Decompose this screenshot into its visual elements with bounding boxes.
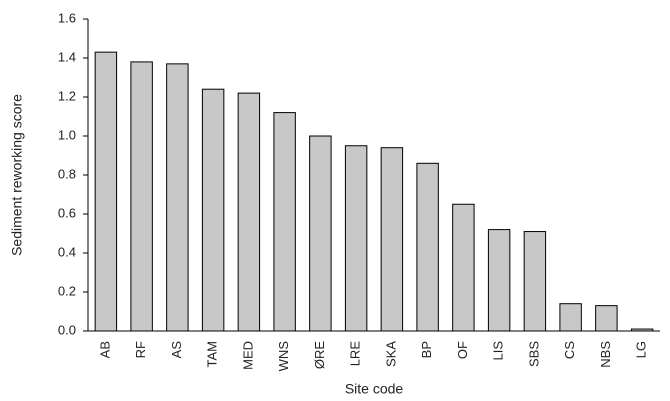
bar [595,305,618,332]
x-tick-label: RF [133,341,148,358]
bar [201,88,225,332]
x-tick-label: BP [419,341,434,358]
x-tick-label: SKA [383,341,398,367]
bar [273,112,296,332]
bar [94,51,118,332]
bar [416,162,439,332]
x-tick-label: LIS [491,341,506,361]
bar [166,63,189,332]
y-tick-label: 0.8 [58,166,76,181]
bar [237,92,261,332]
x-tick-label: LRE [348,341,363,367]
bar [344,145,368,332]
x-tick-label: AB [97,341,112,358]
bar [309,135,332,332]
x-tick-label: MED [240,341,255,370]
y-tick-label: 0.2 [58,283,76,298]
x-axis-title: Site code [345,381,404,397]
x-tick-label: TAM [205,341,220,367]
x-tick-label: WNS [276,341,291,372]
bar [630,328,654,332]
y-tick-label: 1.0 [58,127,76,142]
y-tick-label: 0.0 [58,322,76,337]
bar [380,147,404,332]
y-tick-label: 1.6 [58,10,76,25]
x-tick-label: ØRE [312,341,327,370]
x-tick-label: SBS [526,341,541,367]
x-tick-label: LG [634,341,649,358]
x-tick-label: CS [562,341,577,359]
bar [523,231,547,332]
y-tick-label: 0.4 [58,244,76,259]
y-tick-label: 1.2 [58,88,76,103]
bar [559,303,582,332]
y-tick-label: 0.6 [58,205,76,220]
bar [452,203,475,332]
x-tick-label: AS [169,341,184,359]
bar [130,61,153,332]
x-tick-label: OF [455,341,470,359]
y-axis-title: Sediment reworking score [9,94,25,256]
y-tick-label: 1.4 [58,49,76,64]
bar [487,229,511,332]
x-tick-label: NBS [598,341,613,368]
